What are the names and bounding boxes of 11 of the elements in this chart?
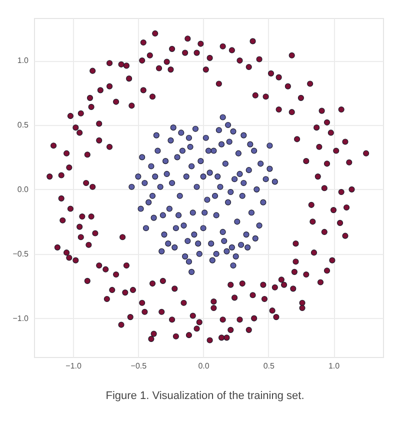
y-tick-label: 0.5	[17, 120, 30, 130]
x-tick-label: 0.0	[198, 362, 210, 370]
x-tick-label: 1.0	[328, 362, 340, 370]
y-tick-label: −1.0	[12, 314, 30, 323]
y-tick-label: −0.5	[12, 249, 30, 258]
y-tick-label: 0.0	[17, 184, 30, 194]
x-tick-label: −1.0	[66, 362, 82, 370]
caption: Figure 1. Visualization of the training set.	[104, 390, 306, 402]
y-tick-label: 1.0	[17, 56, 30, 66]
x-tick-label: −0.5	[130, 362, 148, 370]
x-tick-label: 0.5	[263, 362, 276, 370]
